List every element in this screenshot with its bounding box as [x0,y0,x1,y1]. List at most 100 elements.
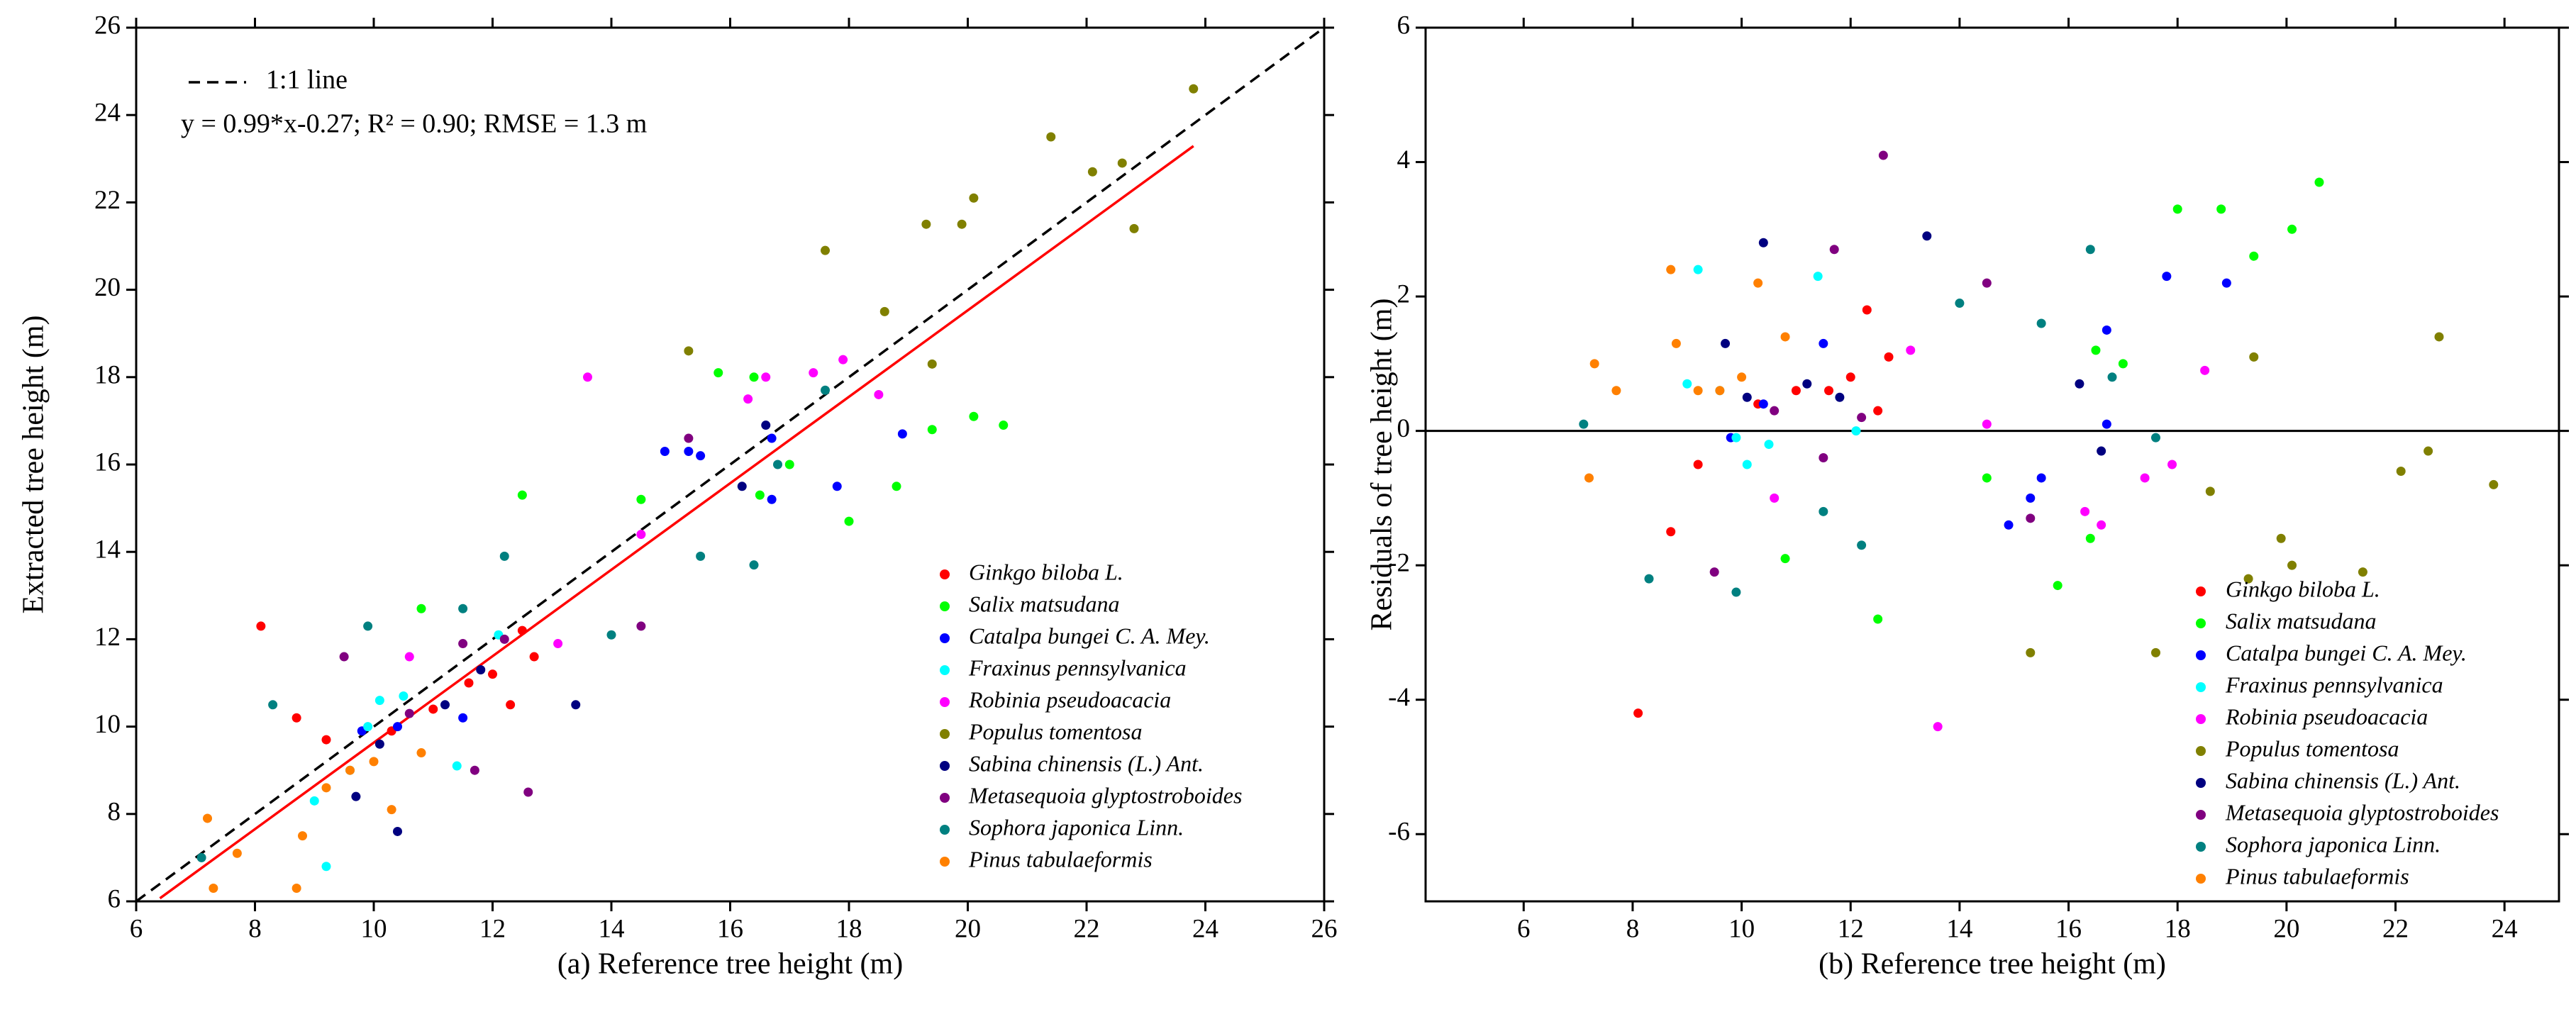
point [339,652,349,662]
point [2358,567,2367,577]
point [767,494,777,504]
point [393,722,402,732]
point [1715,386,1725,396]
point [1982,419,1992,429]
point [784,460,794,469]
point [1824,386,1834,396]
point [1693,265,1703,274]
legend-label: Pinus tabulaeformis [968,846,1153,872]
y-tick-label: -4 [1388,683,1410,712]
point [749,560,759,570]
legend-label: Sabina chinensis (L.) Ant. [2226,767,2460,793]
point [2140,473,2150,483]
point [927,359,937,369]
point [1693,386,1703,396]
y-tick-label: 22 [94,186,121,215]
point [1584,473,1594,483]
point [428,704,438,714]
x-axis-label: (b) Reference tree height (m) [1819,948,2166,981]
point [897,429,907,439]
point [1758,399,1768,409]
point [458,639,468,649]
point [1851,426,1861,436]
point [2026,513,2036,523]
point [2080,506,2090,516]
point [636,494,646,504]
x-tick-label: 10 [1728,914,1755,943]
point [404,652,414,662]
x-tick-label: 24 [1192,914,1218,943]
point [2287,560,2297,570]
point [1117,158,1127,168]
point [761,421,771,430]
point [321,783,331,793]
point [1819,453,1828,463]
legend-marker [940,793,950,803]
point [523,787,533,797]
y-tick-label: -6 [1388,818,1410,847]
legend-label: Robinia pseudoacacia [2225,703,2428,729]
y-tick-label: 2 [1397,280,1411,309]
point [927,425,937,435]
point [2287,224,2297,234]
point [1770,493,1780,503]
point [203,813,212,823]
point [369,757,379,767]
point [499,634,509,644]
point [1666,527,1676,537]
point [1742,460,1752,469]
point [309,796,319,806]
point [351,791,361,801]
point [1087,167,1097,177]
legend-marker [940,697,950,707]
legend-label: Ginkgo biloba L. [969,559,1123,584]
point [2243,574,2253,584]
point [404,708,414,718]
x-tick-label: 20 [2273,914,2299,943]
legend-label: Fraxinus pennsylvanica [2225,672,2443,697]
point [583,372,592,382]
point [1671,338,1681,348]
point [1682,379,1692,389]
legend-label: 1:1 line [266,65,348,95]
y-tick-label: 14 [94,535,121,564]
point [743,394,753,404]
point [1731,433,1741,443]
point [1802,379,1812,389]
point [1046,132,1056,142]
x-tick-label: 14 [599,914,625,943]
y-tick-label: 18 [94,360,121,389]
point [2162,272,2172,282]
point [773,460,782,469]
point [696,551,706,561]
legend-label: Salix matsudana [2226,608,2376,633]
point [517,625,527,635]
y-tick-label: 26 [94,11,121,40]
legend-label: Populus tomentosa [968,718,1142,744]
point [2036,473,2046,483]
point [1693,460,1703,469]
point [2276,533,2286,543]
point [399,691,409,701]
point [321,735,331,745]
point [1791,386,1801,396]
x-tick-label: 26 [1311,914,1338,943]
point [2216,204,2226,214]
point [2053,581,2063,591]
point [416,604,426,613]
point [506,700,516,710]
point [1933,722,1943,732]
point [838,355,848,365]
point [2075,379,2084,389]
legend-marker [940,633,950,643]
point [606,630,616,640]
point [2172,204,2182,214]
point [636,530,646,540]
y-tick-label: 6 [108,884,121,913]
point [2434,332,2444,342]
point [714,368,723,378]
legend-label: Salix matsudana [969,591,1119,616]
point [1922,231,1932,241]
point [292,884,301,894]
x-tick-label: 8 [248,914,262,943]
